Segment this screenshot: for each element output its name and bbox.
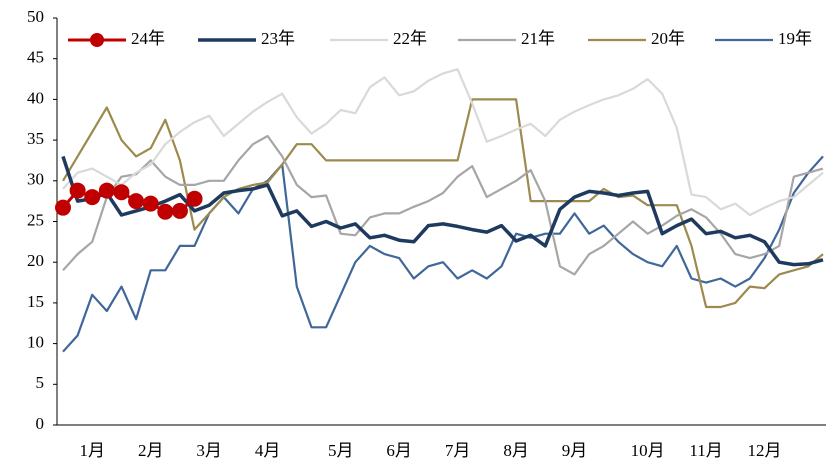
y-tick-label: 20 — [27, 251, 44, 270]
y-tick-label: 15 — [27, 292, 44, 311]
legend-label: 24年 — [131, 29, 165, 48]
y-tick-label: 30 — [27, 170, 44, 189]
y-tick-label: 25 — [27, 210, 44, 229]
x-tick-label: 9月 — [562, 441, 588, 460]
point — [142, 195, 159, 212]
series-line — [62, 68, 824, 217]
y-tick-label: 40 — [27, 88, 44, 107]
y-tick-label: 35 — [27, 129, 44, 148]
point — [98, 182, 115, 199]
legend-label: 22年 — [393, 29, 427, 48]
x-tick-label: 1月 — [79, 441, 105, 460]
x-tick-label: 8月 — [503, 441, 529, 460]
series-line — [62, 98, 824, 309]
point — [84, 189, 101, 206]
y-tick-label: 10 — [27, 333, 44, 352]
x-tick-label: 3月 — [196, 441, 222, 460]
x-tick-label: 12月 — [748, 441, 782, 460]
legend-label: 21年 — [521, 29, 555, 48]
legend-label: 19年 — [778, 29, 812, 48]
y-tick-label: 45 — [27, 48, 44, 67]
x-tick-label: 5月 — [328, 441, 354, 460]
x-tick-label: 4月 — [255, 441, 281, 460]
x-tick-label: 10月 — [631, 441, 665, 460]
y-tick-label: 5 — [36, 373, 45, 392]
point — [113, 184, 130, 201]
point — [69, 182, 86, 199]
legend-label: 20年 — [651, 29, 685, 48]
series-line — [62, 155, 824, 353]
x-tick-label: 2月 — [138, 441, 164, 460]
legend-label: 23年 — [261, 29, 295, 48]
x-tick-label: 6月 — [386, 441, 412, 460]
legend-marker — [90, 33, 104, 47]
y-tick-label: 50 — [27, 7, 44, 26]
point — [186, 190, 203, 207]
series-line — [62, 134, 824, 276]
point — [128, 193, 145, 210]
point — [171, 202, 188, 219]
series-line — [61, 155, 824, 267]
point — [55, 199, 71, 216]
x-tick-label: 7月 — [445, 441, 471, 460]
x-tick-label: 11月 — [689, 441, 722, 460]
y-tick-label: 0 — [36, 414, 45, 433]
point — [157, 203, 174, 220]
